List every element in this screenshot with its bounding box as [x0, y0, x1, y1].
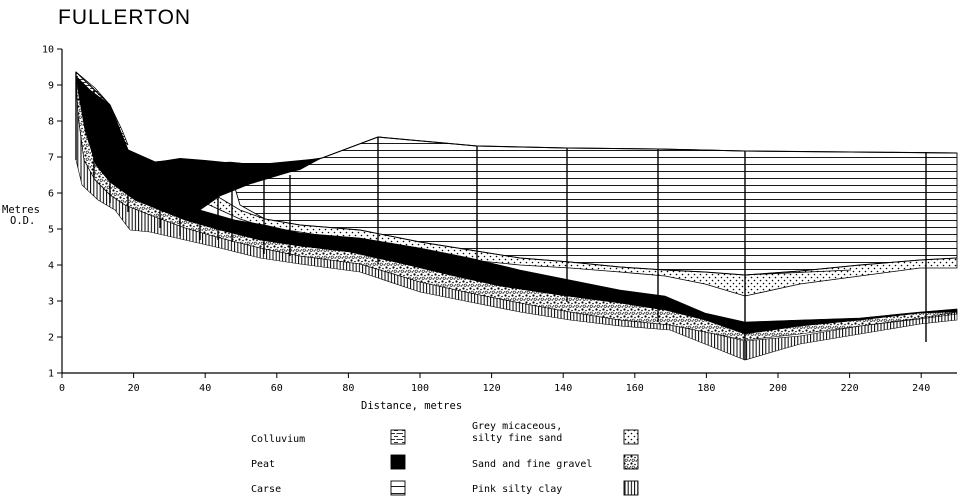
- legend-label-carse: Carse: [251, 484, 281, 495]
- y-tick-label: 9: [48, 81, 54, 92]
- y-tick-label: 7: [48, 153, 54, 164]
- legend-swatch-sand: [623, 429, 639, 445]
- x-ticks: 0 20 40 60 80 100 120 140 160 180 200 220 240: [59, 373, 930, 394]
- x-tick-label: 0: [59, 383, 65, 394]
- y-tick-label: 8: [48, 117, 54, 128]
- legend-swatch-carse: [390, 480, 406, 496]
- y-tick-label: 10: [42, 45, 54, 56]
- legend-swatch-clay: [623, 480, 639, 496]
- legend-label-sand-line2: silty fine sand: [472, 433, 562, 444]
- ground-surface: [75, 71, 958, 167]
- y-tick-label: 1: [48, 369, 54, 380]
- x-tick-label: 140: [554, 383, 572, 394]
- y-tick-label: 3: [48, 297, 54, 308]
- colluvium-layer: [75, 71, 129, 146]
- axes: [61, 49, 957, 374]
- legend-label-gravel: Sand and fine gravel: [472, 459, 592, 470]
- boreholes: [75, 72, 927, 360]
- y-axis-label-line2: O.D.: [10, 215, 35, 227]
- x-tick-label: 160: [626, 383, 644, 394]
- x-tick-label: 80: [342, 383, 354, 394]
- stratigraphy: [75, 71, 958, 361]
- legend: Colluvium Peat Carse Grey micaceous, sil…: [251, 421, 639, 496]
- x-tick-label: 40: [199, 383, 211, 394]
- legend-swatch-colluvium: [390, 429, 406, 445]
- y-tick-label: 5: [48, 225, 54, 236]
- x-axis-label: Distance, metres: [361, 400, 462, 412]
- x-tick-label: 60: [271, 383, 283, 394]
- y-tick-label: 4: [48, 261, 54, 272]
- x-tick-label: 120: [483, 383, 501, 394]
- carse-base-apex: [744, 269, 852, 276]
- x-tick-label: 20: [128, 383, 140, 394]
- legend-swatch-peat: [390, 454, 406, 470]
- y-tick-label: 2: [48, 333, 54, 344]
- legend-label-colluvium: Colluvium: [251, 434, 305, 445]
- legend-label-sand-line1: Grey micaceous,: [472, 421, 562, 432]
- y-tick-label: 6: [48, 189, 54, 200]
- y-axis-label-line1: Metres: [2, 204, 40, 216]
- x-tick-label: 180: [697, 383, 715, 394]
- x-tick-label: 220: [841, 383, 859, 394]
- diagram-title: FULLERTON: [58, 6, 192, 29]
- y-ticks: 1 2 3 4 5 6 7 8 9 10: [42, 45, 62, 380]
- x-tick-label: 200: [769, 383, 787, 394]
- legend-swatch-gravel: [623, 454, 639, 470]
- legend-label-clay: Pink silty clay: [472, 484, 562, 495]
- x-tick-label: 100: [411, 383, 429, 394]
- x-tick-label: 240: [912, 383, 930, 394]
- peat-wedge: [128, 150, 322, 182]
- legend-label-peat: Peat: [251, 459, 275, 470]
